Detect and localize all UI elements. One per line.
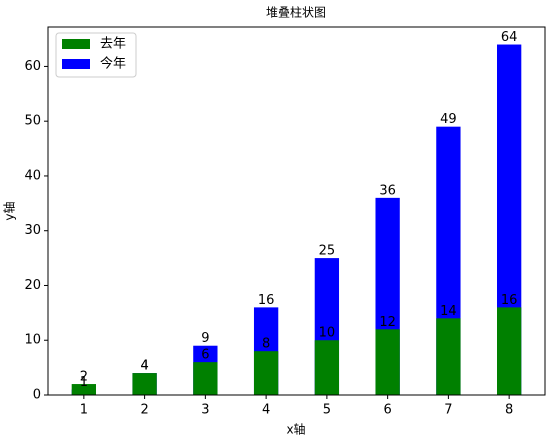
bar: [375, 329, 400, 395]
y-tick-label: 60: [24, 59, 41, 74]
value-label: 10: [319, 326, 336, 341]
bar: [497, 307, 522, 395]
y-tick-label: 20: [24, 278, 41, 293]
x-tick-label: 8: [505, 403, 513, 418]
y-tick-label: 50: [24, 114, 41, 129]
bar: [314, 340, 340, 395]
value-label: 36: [379, 183, 396, 198]
x-tick-label: 1: [80, 403, 88, 418]
x-tick-label: 3: [201, 403, 209, 418]
chart-title: 堆叠柱状图: [266, 5, 326, 20]
value-label: 2: [80, 370, 88, 385]
y-axis-label: y轴: [2, 201, 17, 220]
value-label: 1: [80, 375, 88, 390]
legend-label: 今年: [100, 56, 126, 72]
value-label: 8: [262, 337, 270, 352]
value-label: 16: [501, 293, 518, 308]
x-axis-label: x轴: [286, 422, 305, 436]
value-label: 49: [440, 112, 457, 127]
value-label: 4: [140, 359, 148, 374]
x-tick-label: 4: [262, 403, 270, 418]
value-label: 12: [379, 315, 396, 330]
y-tick-label: 30: [24, 223, 41, 238]
legend-label: 去年: [100, 37, 126, 52]
bar: [71, 384, 96, 395]
legend-swatch: [62, 39, 90, 49]
value-label: 16: [258, 293, 275, 308]
bar: [193, 362, 218, 395]
y-tick-label: 0: [33, 388, 41, 403]
x-tick-label: 2: [140, 403, 148, 418]
x-tick-label: 6: [383, 403, 391, 418]
bar: [132, 373, 157, 395]
y-tick-label: 10: [24, 333, 41, 348]
y-tick-label: 40: [24, 168, 41, 183]
plot-frame: [47, 26, 546, 396]
bar: [436, 318, 461, 395]
value-label: 6: [201, 348, 209, 363]
value-label: 25: [319, 244, 336, 259]
value-label: 64: [501, 30, 518, 45]
x-tick-label: 7: [444, 403, 452, 418]
x-tick-label: 5: [323, 403, 331, 418]
bar: [253, 351, 279, 395]
value-label: 4: [140, 359, 148, 374]
value-label: 14: [440, 304, 457, 319]
value-label: 9: [201, 331, 209, 346]
legend-swatch: [62, 59, 90, 69]
